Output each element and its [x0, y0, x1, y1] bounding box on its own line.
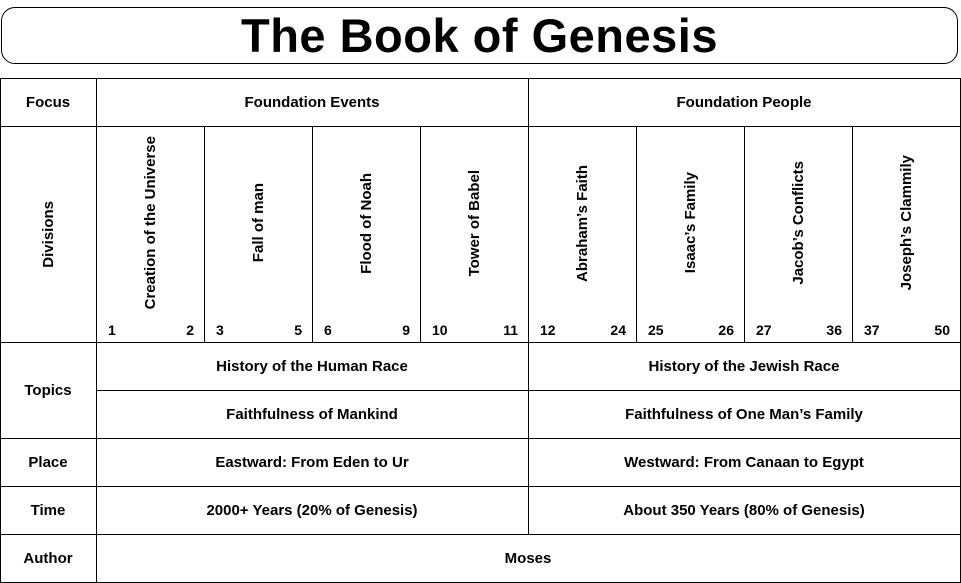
division-name: Joseph’s Clammily — [897, 155, 915, 291]
divisions-row-label: Divisions — [0, 126, 96, 342]
division-flood: Flood of Noah 6 9 — [312, 126, 420, 342]
grid-line — [0, 78, 1, 583]
place-left-text: Eastward: From Eden to Ur — [215, 453, 409, 471]
chapter-end: 50 — [934, 322, 950, 338]
grid-line — [744, 126, 745, 342]
time-left-text: 2000+ Years (20% of Genesis) — [206, 501, 418, 519]
chapter-start: 27 — [756, 322, 772, 338]
grid-line — [852, 126, 853, 342]
division-name: Isaac’s Family — [681, 172, 699, 274]
chapter-end: 36 — [826, 322, 842, 338]
chapter-start: 10 — [432, 322, 448, 338]
chapter-start: 12 — [540, 322, 556, 338]
division-name: Abraham’s Faith — [573, 164, 591, 282]
topics-left-1-text: History of the Human Race — [216, 357, 408, 375]
focus-row-label: Focus — [0, 78, 96, 126]
place-label: Place — [28, 453, 68, 471]
topics-label: Topics — [24, 381, 72, 399]
page-title: The Book of Genesis — [241, 9, 718, 62]
division-isaac: Isaac’s Family 25 26 — [636, 126, 744, 342]
division-name: Jacob’s Conflicts — [789, 161, 807, 285]
chapter-end: 5 — [294, 322, 302, 338]
topics-right-2: Faithfulness of One Man’s Family — [528, 390, 960, 438]
topics-left-1: History of the Human Race — [96, 342, 528, 390]
author-row-label: Author — [0, 534, 96, 582]
division-babel: Tower of Babel 10 11 — [420, 126, 528, 342]
place-right-text: Westward: From Canaan to Egypt — [624, 453, 864, 471]
author-label: Author — [23, 549, 73, 567]
grid-line — [312, 126, 313, 342]
division-creation: Creation of the Universe 1 2 — [96, 126, 204, 342]
grid-line — [96, 78, 97, 583]
topics-row-label: Topics — [0, 342, 96, 438]
time-left-cell: 2000+ Years (20% of Genesis) — [96, 486, 528, 534]
topics-left-2-text: Faithfulness of Mankind — [226, 405, 398, 423]
grid-line — [420, 126, 421, 342]
focus-label: Focus — [25, 93, 71, 111]
genesis-chart: Focus Foundation Events Foundation Peopl… — [0, 78, 961, 583]
topics-right-1-text: History of the Jewish Race — [648, 357, 840, 375]
division-name: Creation of the Universe — [141, 136, 159, 310]
grid-line — [0, 534, 961, 535]
topics-left-2: Faithfulness of Mankind — [96, 390, 528, 438]
division-jacob: Jacob’s Conflicts 27 36 — [744, 126, 852, 342]
division-name: Flood of Noah — [357, 172, 375, 274]
division-joseph: Joseph’s Clammily 37 50 — [852, 126, 960, 342]
grid-line — [0, 342, 961, 343]
focus-left-text: Foundation Events — [244, 93, 380, 111]
chapter-start: 6 — [324, 322, 332, 338]
grid-line — [0, 126, 961, 127]
grid-line — [0, 438, 961, 439]
grid-line — [528, 78, 529, 534]
chapter-start: 25 — [648, 322, 664, 338]
focus-left-cell: Foundation Events — [96, 78, 528, 126]
focus-right-text: Foundation People — [676, 93, 812, 111]
topics-right-1: History of the Jewish Race — [528, 342, 960, 390]
place-right-cell: Westward: From Canaan to Egypt — [528, 438, 960, 486]
grid-line — [0, 486, 961, 487]
topics-right-2-text: Faithfulness of One Man’s Family — [625, 405, 863, 423]
chapter-end: 26 — [718, 322, 734, 338]
chapter-start: 1 — [108, 322, 116, 338]
focus-right-cell: Foundation People — [528, 78, 960, 126]
place-row-label: Place — [0, 438, 96, 486]
grid-line — [204, 126, 205, 342]
time-right-text: About 350 Years (80% of Genesis) — [623, 501, 865, 519]
time-right-cell: About 350 Years (80% of Genesis) — [528, 486, 960, 534]
author-text: Moses — [504, 549, 552, 567]
chapter-start: 3 — [216, 322, 224, 338]
time-label: Time — [30, 501, 66, 519]
chapter-end: 11 — [503, 322, 518, 338]
chapter-end: 9 — [402, 322, 410, 338]
chapter-start: 37 — [864, 322, 880, 338]
division-abraham: Abraham’s Faith 12 24 — [528, 126, 636, 342]
grid-line — [636, 126, 637, 342]
division-name: Tower of Babel — [465, 169, 483, 277]
author-cell: Moses — [96, 534, 960, 582]
division-fall: Fall of man 3 5 — [204, 126, 312, 342]
chapter-end: 24 — [610, 322, 626, 338]
grid-line — [0, 78, 961, 79]
place-left-cell: Eastward: From Eden to Ur — [96, 438, 528, 486]
division-name: Fall of man — [249, 183, 267, 263]
time-row-label: Time — [0, 486, 96, 534]
divisions-label: Divisions — [39, 200, 57, 268]
chapter-end: 2 — [186, 322, 194, 338]
title-banner: The Book of Genesis — [1, 7, 958, 64]
